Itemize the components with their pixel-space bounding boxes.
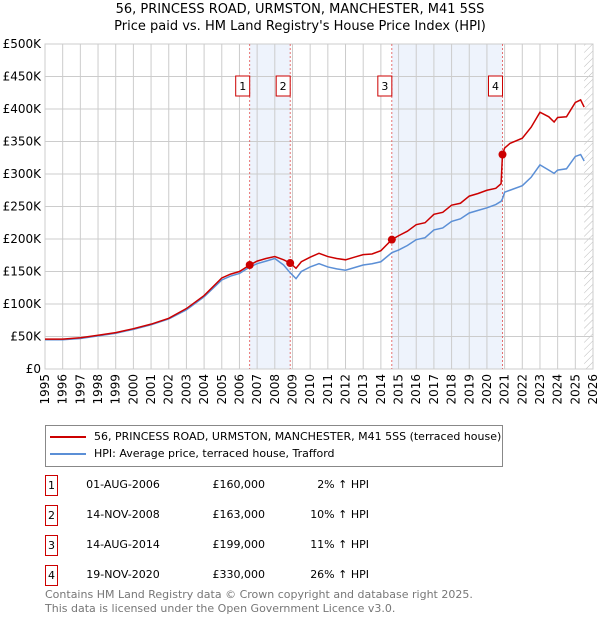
sale-label-box	[377, 75, 393, 97]
sale-row: 1 01-AUG-2006 £160,000 2% ↑ HPI	[45, 475, 445, 496]
x-tick-label: 2019	[462, 374, 476, 405]
x-tick-label: 2015	[392, 374, 406, 405]
sale-date: 19-NOV-2020	[86, 568, 160, 581]
legend-swatch-blue	[50, 453, 86, 455]
x-tick-label: 2009	[285, 374, 299, 405]
legend: 56, PRINCESS ROAD, URMSTON, MANCHESTER, …	[45, 425, 503, 467]
sale-point	[286, 259, 295, 268]
x-tick-label: 2003	[179, 374, 193, 405]
sale-row: 4 19-NOV-2020 £330,000 26% ↑ HPI	[45, 565, 445, 586]
y-tick-label: £50K	[10, 330, 42, 344]
y-tick-label: £350K	[3, 135, 43, 149]
sale-number-badge: 3	[45, 535, 58, 556]
x-tick-label: 2007	[250, 374, 264, 405]
sale-hpi-diff: 2% ↑ HPI	[317, 478, 369, 491]
x-tick-label: 2024	[551, 374, 565, 405]
sale-point	[498, 150, 507, 159]
sale-label: 2	[280, 80, 287, 93]
hpi-line	[45, 153, 585, 341]
sale-date: 01-AUG-2006	[86, 478, 160, 491]
y-tick-label: £100K	[3, 297, 43, 311]
x-tick-label: 2022	[515, 374, 529, 405]
legend-item-property: 56, PRINCESS ROAD, URMSTON, MANCHESTER, …	[50, 430, 501, 444]
x-tick-label: 2023	[533, 374, 547, 405]
sale-label: 1	[239, 80, 246, 93]
sale-point	[387, 235, 396, 244]
sale-point	[245, 261, 254, 269]
x-tick-label: 2016	[409, 374, 423, 405]
y-tick-label: £150K	[3, 265, 43, 279]
x-tick-label: 2004	[197, 374, 211, 405]
x-tick-label: 2011	[321, 374, 335, 405]
footer-licence: This data is licensed under the Open Gov…	[45, 602, 396, 615]
x-tick-label: 2018	[445, 374, 459, 405]
sale-date: 14-AUG-2014	[86, 538, 160, 551]
y-tick-label: £250K	[3, 200, 43, 214]
x-tick-label: 1999	[109, 374, 123, 405]
sale-price: £163,000	[212, 508, 266, 521]
x-tick-label: 2020	[480, 374, 494, 405]
sale-row: 3 14-AUG-2014 £199,000 11% ↑ HPI	[45, 535, 445, 556]
x-tick-label: 2026	[586, 374, 600, 405]
sale-number-badge: 2	[45, 505, 58, 526]
x-tick-label: 1998	[91, 374, 105, 405]
legend-swatch-red	[50, 436, 86, 438]
sale-price: £160,000	[212, 478, 266, 491]
x-tick-label: 2006	[232, 374, 246, 405]
chart-subtitle: Price paid vs. HM Land Registry's House …	[114, 19, 486, 34]
x-tick-label: 2010	[303, 374, 317, 405]
sale-label: 3	[381, 80, 388, 93]
y-tick-label: £400K	[3, 102, 43, 116]
x-tick-label: 2002	[162, 374, 176, 405]
y-tick-label: £500K	[3, 37, 43, 51]
x-tick-label: 1996	[56, 374, 70, 405]
sale-number-badge: 1	[45, 475, 58, 496]
sale-date: 14-NOV-2008	[86, 508, 160, 521]
x-tick-label: 2021	[498, 374, 512, 405]
x-tick-label: 2000	[126, 374, 140, 405]
plot-border	[44, 43, 594, 370]
x-tick-label: 2013	[356, 374, 370, 405]
chart-title: 56, PRINCESS ROAD, URMSTON, MANCHESTER, …	[115, 2, 485, 17]
sale-hpi-diff: 10% ↑ HPI	[310, 508, 369, 521]
x-tick-label: 2012	[339, 374, 353, 405]
price-chart: £0 £50K £100K £150K £200K £250K £300K £350K £400…	[3, 37, 600, 405]
x-tick-label: 1995	[38, 374, 52, 405]
property-line	[45, 98, 585, 340]
sale-label-box	[487, 75, 503, 97]
legend-label: 56, PRINCESS ROAD, URMSTON, MANCHESTER, …	[94, 430, 502, 443]
y-tick-label: £0	[26, 362, 41, 376]
sale-price: £199,000	[212, 538, 266, 551]
sale-label-box	[275, 75, 291, 97]
y-tick-label: £300K	[3, 167, 43, 181]
sale-hpi-diff: 11% ↑ HPI	[310, 538, 369, 551]
x-tick-label: 2017	[427, 374, 441, 405]
x-tick-label: 2014	[374, 374, 388, 405]
x-tick-label: 2005	[215, 374, 229, 405]
sale-label-box	[235, 75, 251, 97]
legend-label: HPI: Average price, terraced house, Traf…	[94, 447, 335, 460]
x-tick-label: 2001	[144, 374, 158, 405]
sale-row: 2 14-NOV-2008 £163,000 10% ↑ HPI	[45, 505, 445, 526]
footer-copyright: Contains HM Land Registry data © Crown c…	[45, 588, 473, 601]
legend-item-hpi: HPI: Average price, terraced house, Traf…	[50, 447, 335, 461]
sale-hpi-diff: 26% ↑ HPI	[310, 568, 369, 581]
x-tick-label: 2008	[268, 374, 282, 405]
sale-number-badge: 4	[45, 565, 58, 586]
sale-price: £330,000	[212, 568, 266, 581]
x-tick-label: 1997	[73, 374, 87, 405]
sale-label: 4	[492, 80, 499, 93]
y-tick-label: £450K	[3, 70, 43, 84]
x-tick-label: 2025	[568, 374, 582, 405]
y-tick-label: £200K	[3, 232, 43, 246]
